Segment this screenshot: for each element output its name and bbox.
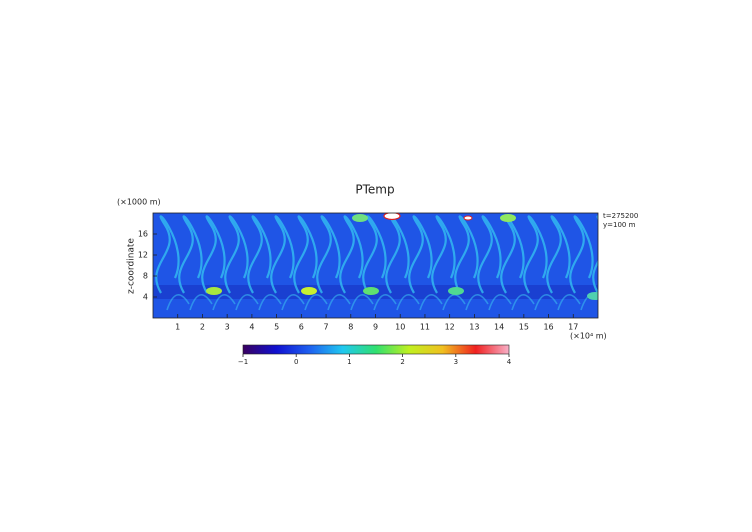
swirl [604,295,626,310]
swirl [465,294,489,311]
hotspot [383,213,401,221]
hotspot [463,215,473,221]
y-tick-label: 12 [138,251,148,260]
x-tick-label: 15 [519,323,529,332]
swirl [362,215,387,294]
swirl [201,215,226,294]
swirl [178,215,203,294]
x-tick-label: 5 [274,323,279,332]
swirl [212,294,236,311]
x-tick-label: 6 [299,323,304,332]
colorbar-tick-label: 0 [294,358,298,366]
hotspot [301,287,317,295]
colorbar-tick-label: 2 [400,358,404,366]
swirl [224,215,249,294]
swirl [270,215,295,294]
y-unit: (×1000 m) [117,198,161,207]
swirl [316,215,341,294]
colorbar-tick-label: 4 [507,358,512,366]
swirl [500,215,525,294]
swirl [546,215,571,294]
swirl [569,215,594,294]
x-unit: (×10⁴ m) [570,332,607,341]
x-tick-label: 3 [225,323,230,332]
y-axis-label: z-coordinate [127,238,137,294]
x-tick-label: 13 [469,323,479,332]
hotspot [448,287,464,295]
x-tick-label: 4 [249,323,254,332]
colorbar-tick-label: 1 [347,358,351,366]
hotspot [587,292,598,300]
y-tick-label: 4 [143,293,148,302]
swirl [189,294,213,311]
x-tick-label: 7 [324,323,329,332]
swirl [281,294,305,311]
swirl [592,215,598,294]
x-tick-label: 16 [543,323,553,332]
hotspot [500,214,516,222]
swirl [534,294,558,311]
x-tick-label: 17 [568,323,578,332]
swirl [350,294,374,311]
swirl [431,215,456,294]
x-tick-label: 12 [445,323,455,332]
colorbar-tick-label: 3 [454,358,458,366]
hotspot [352,214,368,222]
y-tick-label: 8 [143,272,148,281]
swirl [557,294,581,311]
chart-title: PTemp [355,183,394,197]
x-tick-label: 11 [420,323,430,332]
swirl [327,294,351,311]
swirl [247,215,272,294]
annotation: t=275200 [603,212,638,220]
swirl [385,215,410,294]
swirl [258,294,282,311]
swirl [477,215,502,294]
swirl [235,294,259,311]
swirl [304,294,328,311]
x-tick-label: 9 [373,323,378,332]
swirl [155,215,180,294]
swirl [523,215,548,294]
colorbar [242,344,510,355]
y-tick-label: 16 [138,230,148,239]
swirl [396,294,420,311]
swirl [442,294,466,311]
x-tick-label: 1 [175,323,180,332]
swirl [419,294,443,311]
x-tick-label: 10 [395,323,405,332]
swirl [511,294,535,311]
x-tick-label: 8 [348,323,353,332]
swirl [293,215,318,294]
swirl [408,215,433,294]
swirl [339,215,364,294]
hotspot [363,287,379,295]
x-tick-label: 2 [200,323,205,332]
field [153,213,626,318]
swirl [373,294,397,311]
x-tick-label: 14 [494,323,504,332]
swirl [488,294,512,311]
swirl [166,294,190,311]
annotation: y=100 m [603,221,636,229]
colorbar-tick-label: −1 [238,358,248,366]
swirl [454,215,479,294]
hotspot [206,287,222,295]
